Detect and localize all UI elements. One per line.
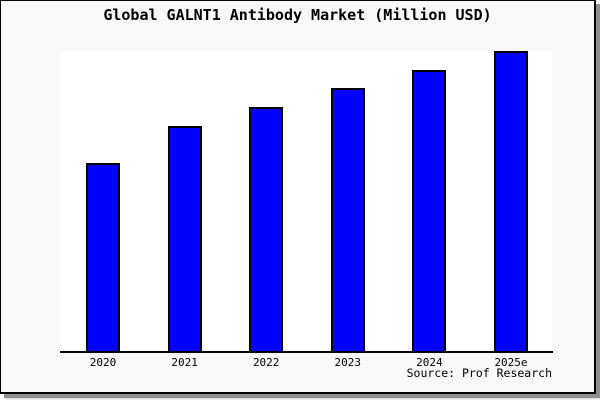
source-credit: Source: Prof Research <box>406 366 552 380</box>
plot-area <box>60 51 552 352</box>
bar-2022 <box>249 107 284 352</box>
chart-title: Global GALNT1 Antibody Market (Million U… <box>103 6 492 24</box>
chart-panel: Global GALNT1 Antibody Market (Million U… <box>0 0 596 394</box>
bar-2025e <box>494 51 528 352</box>
x-tick-label-2023: 2023 <box>334 356 362 369</box>
bar-2023 <box>330 88 365 352</box>
x-tick-label-2021: 2021 <box>171 356 198 369</box>
bar-2020 <box>86 163 120 352</box>
x-tick-label-2025e: 2025e <box>494 356 528 369</box>
bar-2024 <box>412 70 447 352</box>
x-axis-line <box>60 351 553 353</box>
x-tick-label-2024: 2024 <box>416 356 443 369</box>
bar-2021 <box>167 126 202 352</box>
x-tick-label-2022: 2022 <box>252 356 280 369</box>
x-tick-label-2020: 2020 <box>89 356 117 369</box>
